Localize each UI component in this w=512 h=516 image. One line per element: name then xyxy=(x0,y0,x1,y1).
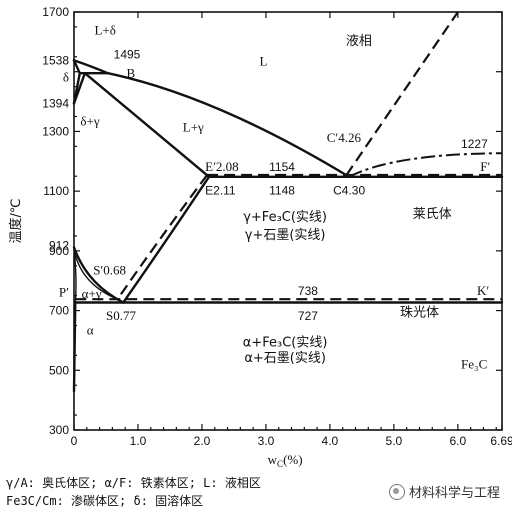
y-tick-label: 700 xyxy=(49,304,69,318)
solvus-PQ xyxy=(72,301,77,393)
y-tick-label: 900 xyxy=(49,244,69,258)
liquidus-AB xyxy=(72,59,110,75)
label-pt_Kp: K′ xyxy=(477,283,489,298)
x-tick-label: 4.0 xyxy=(322,434,339,448)
Acm-EpSp xyxy=(116,174,208,300)
y-tick-label: 1300 xyxy=(42,124,69,138)
label-pt_E: E2.11 xyxy=(205,184,236,198)
label-pt_Lγ: L+γ xyxy=(183,119,204,134)
region-gamma-Fe3C: γ+Fe₃C(实线) xyxy=(243,210,327,225)
y-label-P-prime: P′ xyxy=(59,285,69,300)
label-pt_Fe3C: Fe₃C xyxy=(461,356,487,371)
y-axis-title: 温度/℃ xyxy=(8,199,24,244)
delta-gamma-line xyxy=(72,72,87,105)
solidus-JE xyxy=(83,72,211,178)
watermark-text: 材料科学与工程 xyxy=(408,486,500,501)
label-pt_S: S0.77 xyxy=(106,308,136,323)
label-pt_727: 727 xyxy=(298,309,318,323)
label-pt_B: B xyxy=(126,66,135,81)
y-label-1394: 1394 xyxy=(42,96,69,110)
region-ledeburite: 莱氏体 xyxy=(413,207,452,222)
label-pt_1148: 1148 xyxy=(269,184,295,198)
x-axis-title-sub: C xyxy=(277,459,283,469)
x-axis-title-unit: (%) xyxy=(283,452,303,467)
y-tick-label: 300 xyxy=(49,423,69,437)
y-tick-label: 500 xyxy=(49,363,69,377)
label-pt_αγ: α+γ xyxy=(82,286,102,301)
y-tick-label: 1700 xyxy=(42,5,69,19)
label-pt_Cp: C′4.26 xyxy=(327,130,362,145)
label-pt_C: C4.30 xyxy=(333,184,365,198)
label-pt_1227: 1227 xyxy=(461,137,488,151)
x-tick-label: 2.0 xyxy=(194,434,211,448)
label-pt_Ep: E′2.08 xyxy=(205,159,239,174)
y-label-1538: 1538 xyxy=(42,53,69,67)
x-tick-label: 0 xyxy=(71,434,78,448)
y-label-delta: δ xyxy=(63,70,69,85)
watermark: 材料科学与工程 xyxy=(388,482,500,501)
x-axis-title: wC(%) xyxy=(268,452,303,469)
label-pt_1495: 1495 xyxy=(114,47,141,61)
liquidus-Fe3C xyxy=(348,152,503,178)
y-label-912: 912 xyxy=(49,238,69,252)
A3-GSp xyxy=(73,249,118,300)
region-alpha-graphite: α+石墨(实线) xyxy=(244,351,326,366)
x-tick-label: 6.69 xyxy=(490,434,512,448)
region-alpha-Fe3C: α+Fe₃C(实线) xyxy=(243,335,328,350)
liquidus-BC xyxy=(106,72,351,179)
label-pt_Sp: S′0.68 xyxy=(93,263,126,278)
legend-line-1: γ/A: 奥氏体区; α/F: 铁素体区; L: 液相区 xyxy=(6,476,261,490)
region-gamma-graphite: γ+石墨(实线) xyxy=(245,228,326,243)
label-pt_Lδ: L+δ xyxy=(94,22,115,37)
x-tick-label: 3.0 xyxy=(258,434,275,448)
region-pearlite: 珠光体 xyxy=(400,306,439,321)
x-tick-label: 6.0 xyxy=(450,434,467,448)
plot-frame xyxy=(73,11,503,431)
label-pt_Fp: F′ xyxy=(480,159,490,174)
label-pt_738: 738 xyxy=(298,284,318,298)
label-pt_α: α xyxy=(87,322,94,337)
label-pt_δγ: δ+γ xyxy=(80,113,99,128)
label-pt_liquid: 液相 xyxy=(346,34,372,49)
x-tick-label: 5.0 xyxy=(386,434,403,448)
label-pt_L: L xyxy=(260,54,268,69)
label-pt_1154: 1154 xyxy=(269,160,295,174)
legend-line-2: Fe3C/Cm: 渗碳体区; δ: 固溶体区 xyxy=(6,494,204,508)
wechat-icon xyxy=(388,483,405,500)
x-tick-label: 1.0 xyxy=(130,434,147,448)
y-tick-label: 1100 xyxy=(43,184,69,198)
Acm-ES xyxy=(122,175,211,304)
